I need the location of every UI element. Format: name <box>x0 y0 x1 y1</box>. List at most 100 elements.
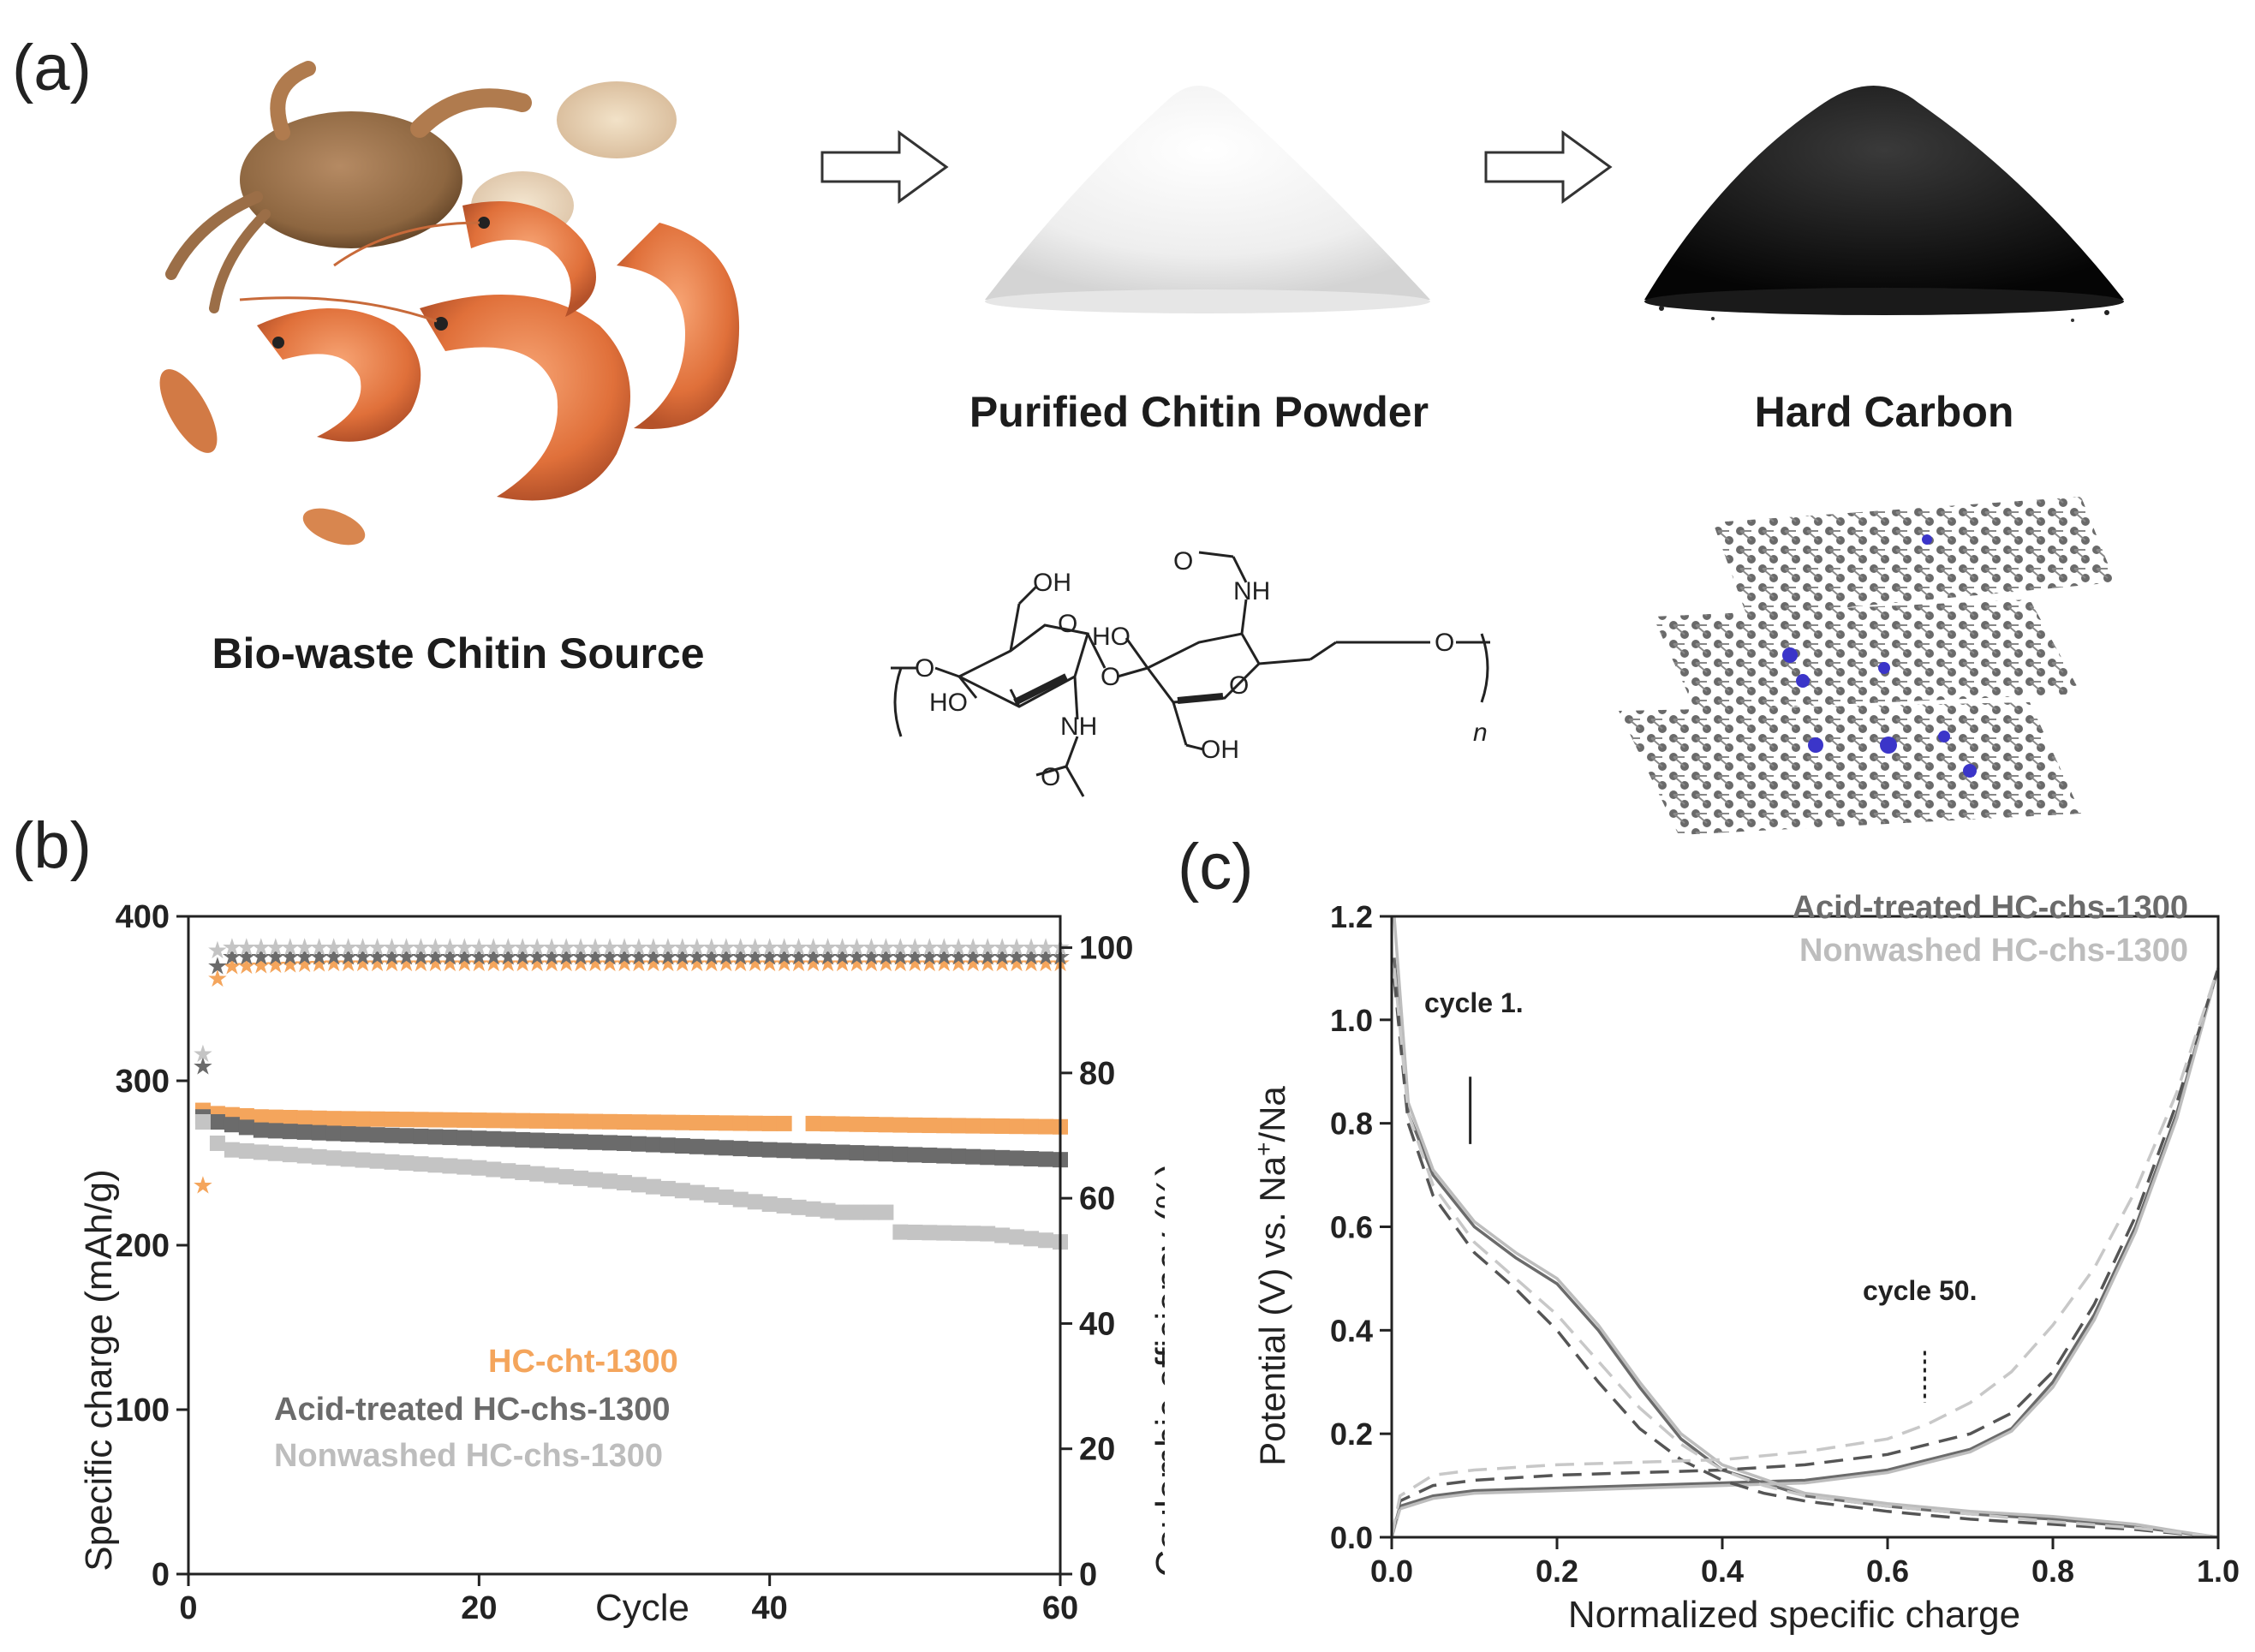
capacity-marker <box>515 1164 531 1180</box>
potential-curve <box>1390 967 2220 1538</box>
capacity-marker <box>442 1130 458 1146</box>
efficiency-star: ★ <box>454 950 475 976</box>
efficiency-star: ★ <box>1035 944 1056 970</box>
legend-c-item: Nonwashed HC-chs-1300 <box>1799 933 2188 969</box>
capacity-marker <box>951 1225 967 1241</box>
legend-b-item: HC-cht-1300 <box>488 1344 678 1380</box>
shrimp-eye <box>478 217 490 229</box>
efficiency-star: ★ <box>642 934 664 961</box>
capacity-marker <box>500 1112 516 1129</box>
efficiency-star: ★ <box>410 944 432 970</box>
efficiency-star: ★ <box>439 944 461 970</box>
efficiency-star: ★ <box>904 944 926 970</box>
capacity-marker <box>617 1114 632 1130</box>
efficiency-star: ★ <box>381 950 403 976</box>
nitrogen-atom <box>1808 737 1823 753</box>
efficiency-star: ★ <box>236 952 257 979</box>
efficiency-star: ★ <box>744 950 766 976</box>
efficiency-star: ★ <box>977 944 999 970</box>
capacity-marker <box>267 1145 283 1161</box>
formula-ho-left: HO <box>929 689 968 717</box>
capacity-marker <box>573 1134 589 1150</box>
efficiency-star: ★ <box>367 934 388 961</box>
capacity-marker <box>384 1111 400 1127</box>
formula-nh-top: NH <box>1233 577 1270 605</box>
efficiency-star: ★ <box>657 950 678 976</box>
efficiency-star: ★ <box>846 934 868 961</box>
panel-c-letter: (c) <box>1178 831 1254 904</box>
efficiency-star: ★ <box>236 944 257 970</box>
capacity-marker <box>558 1169 575 1185</box>
efficiency-star: ★ <box>773 934 795 961</box>
x-tick-label: 20 <box>461 1590 497 1626</box>
capacity-marker <box>645 1114 661 1130</box>
efficiency-star: ★ <box>759 934 780 961</box>
efficiency-star: ★ <box>919 950 940 976</box>
efficiency-star: ★ <box>206 953 228 980</box>
potential-curve <box>1390 967 2220 1538</box>
capacity-marker <box>398 1128 415 1144</box>
shrimp-eye <box>272 337 284 349</box>
efficiency-star: ★ <box>410 934 432 961</box>
capacity-marker <box>907 1224 923 1240</box>
capacity-marker <box>456 1159 473 1175</box>
potential-curve <box>1393 957 2219 1539</box>
capacity-marker <box>253 1122 269 1138</box>
efficiency-star: ★ <box>498 950 519 976</box>
efficiency-star: ★ <box>1006 944 1028 970</box>
x-tick-label: 0 <box>179 1590 197 1626</box>
capacity-marker <box>790 1142 807 1159</box>
x-tick-label: 60 <box>1042 1590 1078 1626</box>
nitrogen-atom <box>1796 674 1810 688</box>
efficiency-star: ★ <box>730 950 751 976</box>
efficiency-star: ★ <box>512 950 534 976</box>
capacity-marker <box>340 1111 356 1127</box>
process-arrow-1 <box>820 130 949 204</box>
formula-ring-o-left: O <box>1058 610 1077 638</box>
capacity-marker <box>369 1111 385 1127</box>
efficiency-star: ★ <box>904 950 926 976</box>
efficiency-star: ★ <box>570 944 592 970</box>
efficiency-star: ★ <box>483 944 504 970</box>
efficiency-star: ★ <box>221 944 242 970</box>
capacity-marker <box>238 1143 254 1160</box>
efficiency-star: ★ <box>468 934 490 961</box>
y-tick-label: 0 <box>152 1557 170 1593</box>
capacity-marker <box>224 1117 240 1133</box>
efficiency-star: ★ <box>250 951 271 978</box>
efficiency-star: ★ <box>381 944 403 970</box>
capacity-marker <box>500 1131 516 1148</box>
efficiency-star: ★ <box>483 950 504 976</box>
efficiency-star: ★ <box>570 934 592 961</box>
specific-charge-chart: ★★★★★★★★★★★★★★★★★★★★★★★★★★★★★★★★★★★★★★★★… <box>78 899 1165 1629</box>
capacity-marker <box>1038 1151 1054 1167</box>
capacity-marker <box>863 1117 880 1133</box>
capacity-marker <box>922 1118 938 1134</box>
efficiency-star: ★ <box>701 944 722 970</box>
chitin-powder-caption: Purified Chitin Powder <box>969 388 1429 436</box>
capacity-marker <box>398 1155 415 1171</box>
capacity-marker <box>355 1111 371 1127</box>
chitin-source-caption: Bio-waste Chitin Source <box>212 629 705 677</box>
capacity-marker <box>296 1124 313 1140</box>
efficiency-star: ★ <box>498 934 519 961</box>
capacity-marker <box>529 1112 546 1129</box>
efficiency-star: ★ <box>730 934 751 961</box>
efficiency-star: ★ <box>337 944 359 970</box>
capacity-marker <box>892 1146 909 1162</box>
efficiency-star: ★ <box>527 934 548 961</box>
efficiency-star: ★ <box>788 934 809 961</box>
capacity-marker <box>790 1199 807 1215</box>
efficiency-star: ★ <box>468 944 490 970</box>
efficiency-star: ★ <box>817 934 838 961</box>
efficiency-star: ★ <box>701 934 722 961</box>
capacity-marker <box>282 1124 298 1140</box>
capacity-marker <box>718 1189 734 1205</box>
efficiency-star: ★ <box>992 934 1013 961</box>
capacity-marker <box>311 1110 327 1126</box>
capacity-marker <box>805 1201 821 1217</box>
y-tick-label: 300 <box>116 1064 170 1100</box>
capacity-marker <box>456 1112 473 1128</box>
efficiency-star: ★ <box>541 950 563 976</box>
efficiency-star: ★ <box>527 950 548 976</box>
